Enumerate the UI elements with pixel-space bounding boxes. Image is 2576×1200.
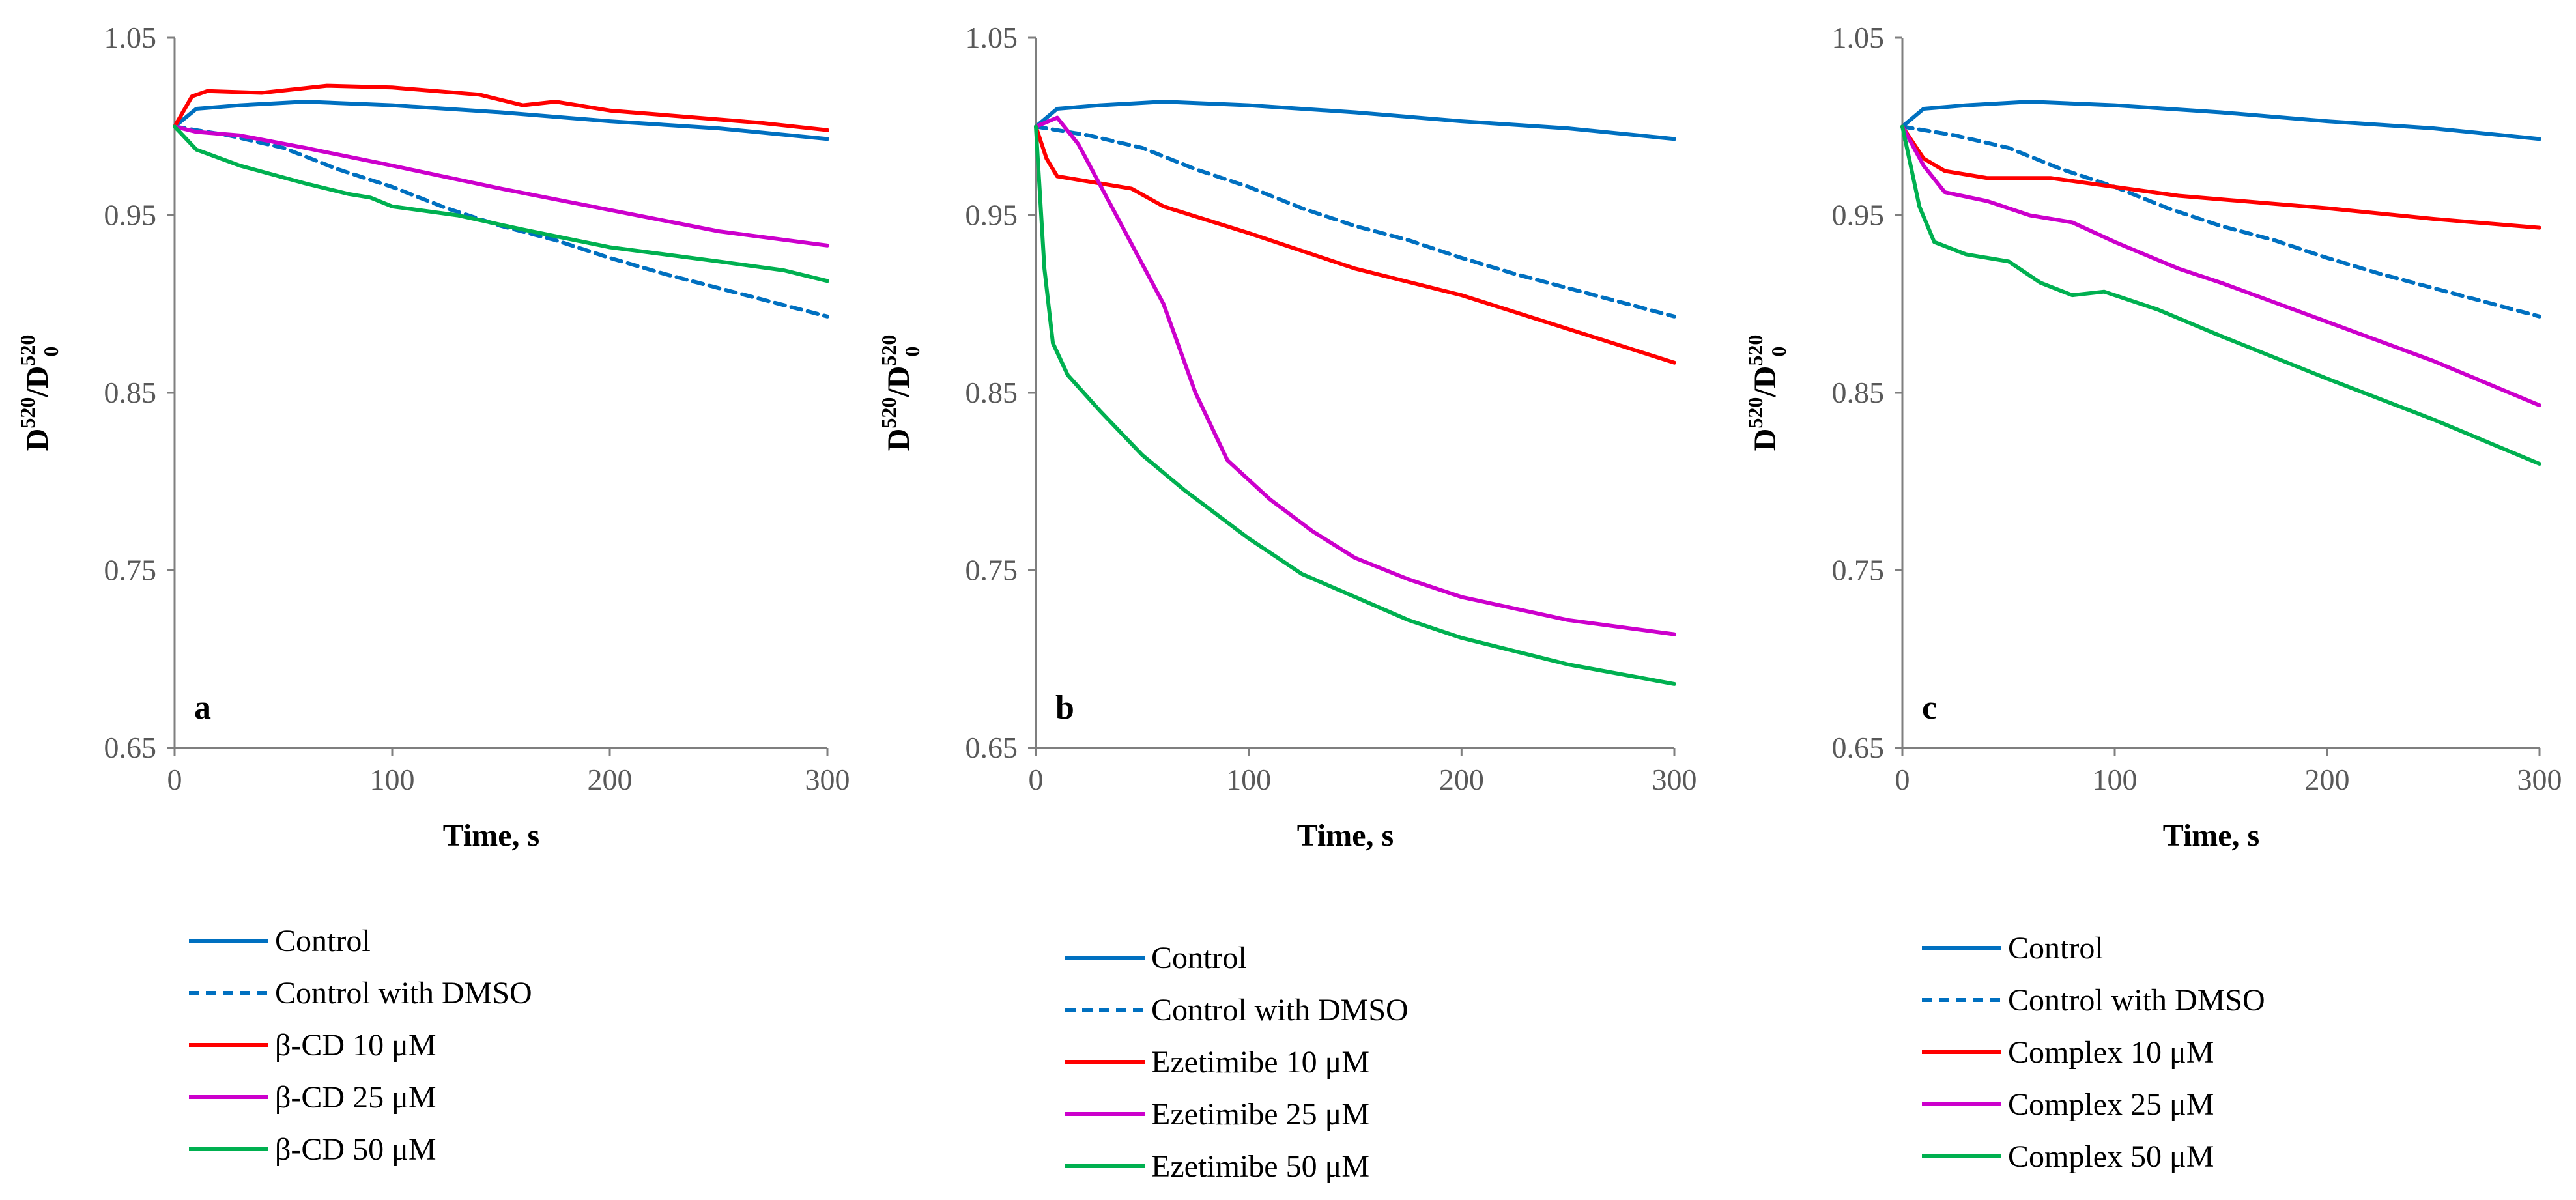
- legend-label: Control: [1151, 941, 1247, 975]
- legend-label: Control: [275, 924, 371, 958]
- legend-item-control: Control: [189, 924, 371, 958]
- legend-item-complex-10-m: Complex 10 μM: [1922, 1035, 2214, 1070]
- y-tick-label: 0.75: [966, 554, 1018, 587]
- series-line-control: [1900, 100, 2541, 141]
- series-line-ezetimibe-10-m: [1034, 124, 1676, 365]
- legend-label: Ezetimibe 10 μM: [1151, 1045, 1369, 1079]
- chart-panel-c: 0.65 0.75 0.85 0.95 1.05 0 100 200 300 Time, s D52…: [1743, 21, 2562, 1174]
- legend-item-control-with-dmso: Control with DMSO: [1922, 983, 2265, 1018]
- y-tick-label: 0.75: [1832, 554, 1885, 587]
- y-tick-label: 0.85: [1832, 376, 1885, 409]
- x-tick-label: 0: [167, 763, 182, 796]
- x-tick-label: 100: [2093, 763, 2138, 796]
- series-line-control: [173, 100, 829, 141]
- y-tick-label: 0.95: [104, 199, 157, 232]
- chart-panel-a: 0.65 0.75 0.85 0.95 1.05 0 100 200 300 Time, s D52…: [16, 21, 850, 1167]
- x-tick-label: 100: [370, 763, 415, 796]
- series-line-control-with-dmso: [1034, 124, 1676, 319]
- y-tick-label: 1.05: [104, 21, 157, 54]
- legend-label: Control with DMSO: [275, 976, 532, 1010]
- legend-item-control-with-dmso: Control with DMSO: [1065, 993, 1409, 1027]
- x-axis-title: Time, s: [2163, 818, 2259, 853]
- series-line-cd-50-m: [173, 124, 829, 283]
- legend-item-control: Control: [1922, 931, 2104, 965]
- legend-label: Complex 10 μM: [2008, 1035, 2214, 1070]
- x-tick-label: 200: [2305, 763, 2350, 796]
- y-axis-title: D520/D5200: [16, 335, 63, 451]
- y-tick-label: 0.85: [966, 376, 1018, 409]
- x-tick-label: 0: [1895, 763, 1910, 796]
- x-tick-label: 100: [1226, 763, 1271, 796]
- legend-label: β-CD 10 μM: [275, 1028, 436, 1063]
- legend-label: β-CD 25 μM: [275, 1080, 436, 1115]
- y-tick-label: 0.65: [966, 731, 1018, 764]
- legend-item-ezetimibe-50-m: Ezetimibe 50 μM: [1065, 1149, 1369, 1184]
- y-tick-label: 0.65: [1832, 731, 1885, 764]
- legend-item-ezetimibe-10-m: Ezetimibe 10 μM: [1065, 1045, 1369, 1079]
- y-tick-label: 0.65: [104, 731, 157, 764]
- legend: Control Control with DMSO Complex 10 μM Com…: [1922, 931, 2265, 1174]
- x-tick-label: 300: [1652, 763, 1697, 796]
- series-line-control-with-dmso: [1900, 124, 2541, 319]
- y-axis-title: D520/D5200: [877, 335, 924, 451]
- legend-item-cd-10-m: β-CD 10 μM: [189, 1028, 436, 1063]
- series-line-complex-10-m: [1900, 124, 2541, 230]
- legend: Control Control with DMSO β-CD 10 μM β-CD 2…: [189, 924, 532, 1167]
- legend-label: Control with DMSO: [1151, 993, 1409, 1027]
- legend: Control Control with DMSO Ezetimibe 10 μM E…: [1065, 941, 1409, 1184]
- legend-item-cd-25-m: β-CD 25 μM: [189, 1080, 436, 1115]
- series-line-ezetimibe-50-m: [1034, 124, 1676, 686]
- y-tick-label: 0.95: [966, 199, 1018, 232]
- y-axis-title: D520/D5200: [1743, 335, 1790, 451]
- x-tick-label: 200: [1439, 763, 1484, 796]
- x-axis-title: Time, s: [443, 818, 539, 853]
- x-axis-title: Time, s: [1297, 818, 1394, 853]
- chart-panel-b: 0.65 0.75 0.85 0.95 1.05 0 100 200 300 Time, s D52…: [877, 21, 1697, 1184]
- series-line-cd-25-m: [173, 124, 829, 248]
- y-tick-label: 0.75: [104, 554, 157, 587]
- legend-label: Control with DMSO: [2008, 983, 2265, 1018]
- series-line-control: [1034, 100, 1676, 141]
- x-tick-label: 300: [805, 763, 850, 796]
- legend-item-cd-50-m: β-CD 50 μM: [189, 1132, 436, 1167]
- y-tick-label: 1.05: [1832, 21, 1885, 54]
- x-tick-label: 300: [2517, 763, 2562, 796]
- series-line-control-with-dmso: [173, 124, 829, 319]
- y-tick-label: 0.85: [104, 376, 157, 409]
- series-line-complex-25-m: [1900, 124, 2541, 408]
- legend-item-control: Control: [1065, 941, 1247, 975]
- legend-label: Ezetimibe 50 μM: [1151, 1149, 1369, 1184]
- legend-item-complex-25-m: Complex 25 μM: [1922, 1087, 2214, 1122]
- legend-label: β-CD 50 μM: [275, 1132, 436, 1167]
- panel-letter: c: [1922, 689, 1937, 726]
- legend-item-control-with-dmso: Control with DMSO: [189, 976, 532, 1010]
- y-tick-label: 0.95: [1832, 199, 1885, 232]
- series-line-ezetimibe-25-m: [1034, 115, 1676, 636]
- panel-letter: a: [194, 689, 211, 726]
- legend-label: Control: [2008, 931, 2104, 965]
- legend-label: Complex 50 μM: [2008, 1139, 2214, 1174]
- legend-item-ezetimibe-25-m: Ezetimibe 25 μM: [1065, 1097, 1369, 1132]
- legend-label: Complex 25 μM: [2008, 1087, 2214, 1122]
- x-tick-label: 200: [588, 763, 633, 796]
- series-line-complex-50-m: [1900, 124, 2541, 466]
- panel-letter: b: [1055, 689, 1074, 726]
- x-tick-label: 0: [1029, 763, 1044, 796]
- y-tick-label: 1.05: [966, 21, 1018, 54]
- legend-item-complex-50-m: Complex 50 μM: [1922, 1139, 2214, 1174]
- legend-label: Ezetimibe 25 μM: [1151, 1097, 1369, 1132]
- series-line-cd-10-m: [173, 83, 829, 132]
